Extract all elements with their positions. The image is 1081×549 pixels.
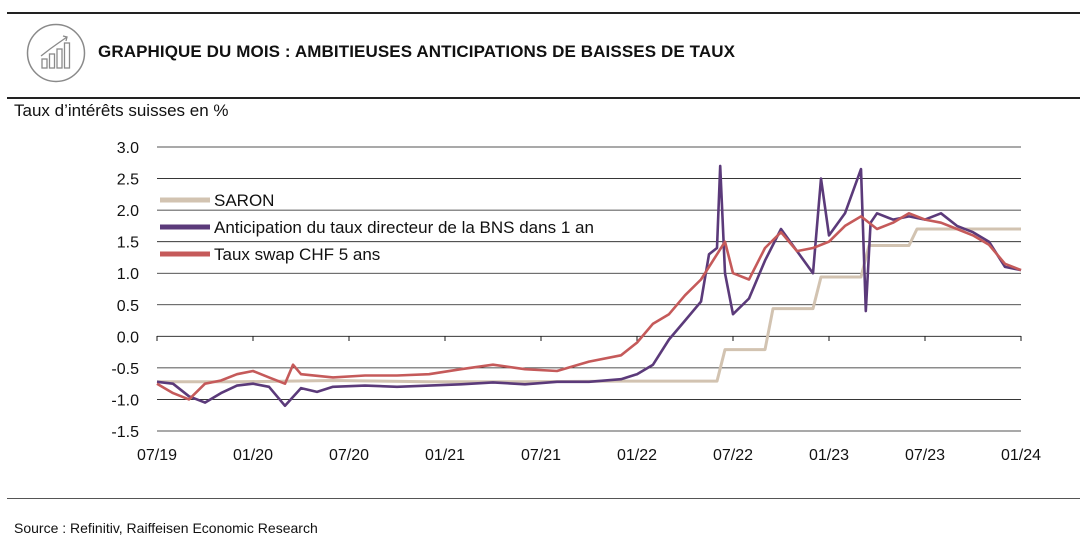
x-tick-label: 07/21 [521,447,561,464]
y-tick-label: -1.5 [111,424,139,441]
series-line-1 [157,227,1021,384]
y-tick-label: -1.0 [111,392,139,409]
y-tick-label: 0.5 [117,298,139,315]
grid-lines [157,146,1021,432]
source-note: Source : Refinitiv, Raiffeisen Economic … [14,520,318,536]
series-line-2 [156,164,1022,408]
y-tick-label: 2.5 [117,172,139,189]
y-tick-label: 2.0 [117,203,139,220]
header-divider [7,97,1080,99]
legend-label: Anticipation du taux directeur de la BNS… [214,218,594,237]
bar-chart-icon [26,23,86,83]
x-tick-label: 07/22 [713,447,753,464]
x-tick-label: 01/24 [1001,447,1041,464]
x-tick-label: 01/22 [617,447,657,464]
page-title: GRAPHIQUE DU MOIS : AMBITIEUSES ANTICIPA… [98,42,736,61]
x-tick-label: 07/23 [905,447,945,464]
y-tick-label: 0.0 [117,329,139,346]
x-tick-label: 01/23 [809,447,849,464]
x-tick-label: 07/19 [137,447,177,464]
chart-y-axis-title: Taux d’intérêts suisses en % [14,101,229,120]
y-tick-label: -0.5 [111,361,139,378]
footer-divider [7,498,1080,499]
legend: SARON Anticipation du taux directeur de l… [160,191,594,264]
x-tick-label: 01/20 [233,447,273,464]
series-line-3 [156,212,1022,401]
y-tick-label: 1.0 [117,266,139,283]
legend-label: Taux swap CHF 5 ans [214,245,380,264]
y-tick-label: 3.0 [117,140,139,157]
top-rule [7,12,1080,14]
series-lines [156,164,1022,408]
legend-label: SARON [214,191,274,210]
y-tick-label: 1.5 [117,235,139,252]
axes: 3.0 2.5 2.0 1.5 1.0 0.5 0.0 -0.5 -1.0 -1.5 07/19 01… [111,140,1041,464]
x-tick-label: 07/20 [329,447,369,464]
x-tick-label: 01/21 [425,447,465,464]
